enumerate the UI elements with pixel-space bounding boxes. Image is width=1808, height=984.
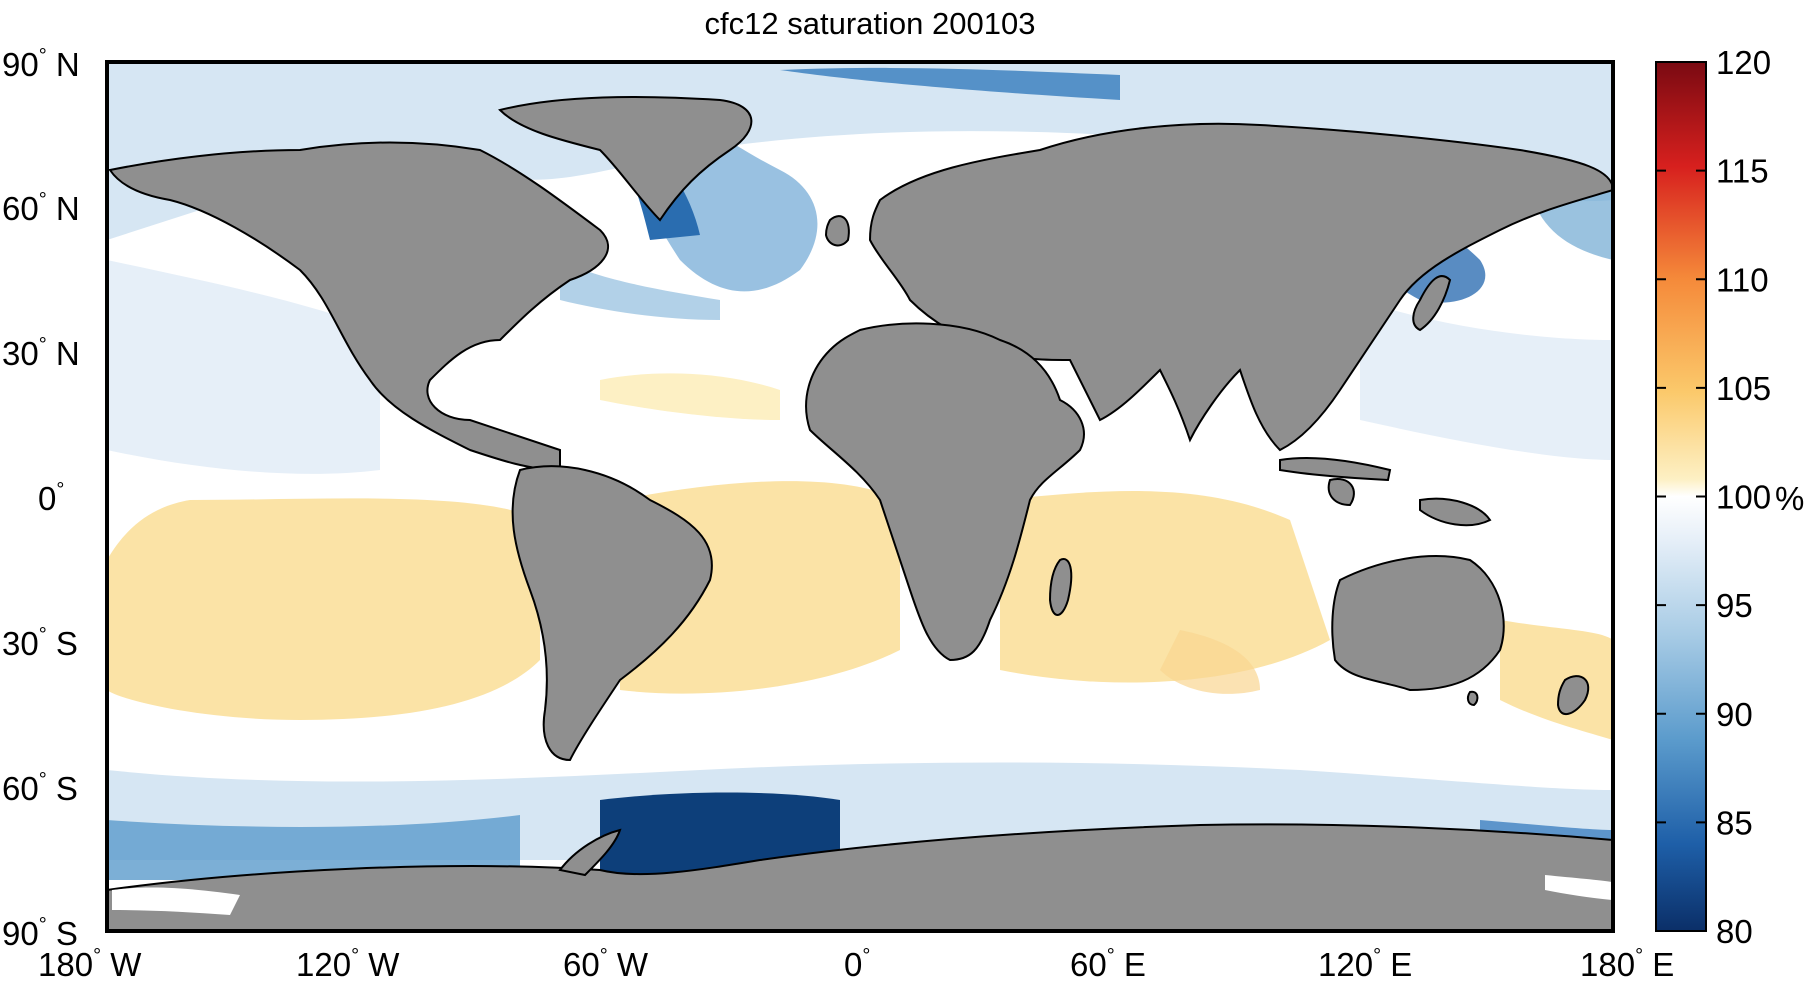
- new-zealand: [1556, 675, 1590, 715]
- land-masses: [107, 96, 1613, 931]
- colorbar-tick-label: 115: [1716, 153, 1769, 190]
- colorbar-tick-label: 120: [1716, 44, 1771, 81]
- colorbar-tick-label: 95: [1716, 587, 1753, 624]
- colorbar-tick-label: 80: [1716, 913, 1753, 950]
- new-guinea: [1419, 497, 1492, 527]
- colorbar-tick-label: 90: [1716, 696, 1753, 733]
- colorbar-unit: %: [1775, 480, 1804, 517]
- lon-label-120w: 120° W: [296, 945, 400, 983]
- antarctica: [107, 823, 1613, 931]
- lat-label-30n: 30° N: [2, 334, 80, 372]
- lat-label-90n: 90° N: [2, 45, 80, 83]
- lon-label-180e: 180° E: [1580, 945, 1674, 983]
- north-america: [108, 141, 610, 472]
- antarctic-peninsula: [558, 828, 622, 877]
- ice-patch-east: [1545, 875, 1612, 900]
- lon-label-0: 0°: [844, 945, 870, 983]
- indonesia: [1279, 457, 1392, 482]
- lat-label-0: 0°: [38, 479, 64, 517]
- australia: [1331, 555, 1505, 692]
- colorbar-tick-label: 85: [1716, 804, 1753, 841]
- lon-label-60e: 60° E: [1070, 945, 1146, 983]
- south-america: [511, 465, 713, 762]
- ice-patch-west: [112, 887, 240, 915]
- britain: [824, 215, 850, 247]
- africa: [805, 322, 1085, 662]
- colorbar-tick-label: 110: [1716, 261, 1769, 298]
- lon-label-180w: 180° W: [38, 945, 142, 983]
- japan: [1412, 275, 1452, 332]
- lon-label-120e: 120° E: [1318, 945, 1412, 983]
- lat-label-60s: 60° S: [2, 769, 78, 807]
- longitude-axis: 180° W 120° W 60° W 0° 60° E 120° E 180°…: [38, 945, 1674, 983]
- lon-label-60w: 60° W: [563, 945, 649, 983]
- lat-label-30s: 30° S: [2, 624, 78, 662]
- latitude-axis: 90° N 60° N 30° N 0° 30° S 60° S 90° S: [2, 45, 80, 952]
- colorbar: 120 115 110 105 100 95 90 85 80 %: [1655, 44, 1804, 950]
- colorbar-ticks: 120 115 110 105 100 95 90 85 80: [1656, 44, 1771, 950]
- madagascar: [1048, 558, 1073, 616]
- greenland: [498, 96, 753, 222]
- lat-label-90s: 90° S: [2, 914, 78, 952]
- colorbar-tick-label: 100: [1716, 479, 1771, 516]
- map-title: cfc12 saturation 200103: [704, 6, 1036, 41]
- lat-label-60n: 60° N: [2, 189, 80, 227]
- borneo: [1327, 478, 1355, 507]
- colorbar-tick-label: 105: [1716, 370, 1771, 407]
- map-frame: [105, 60, 1615, 933]
- tasmania: [1466, 690, 1479, 707]
